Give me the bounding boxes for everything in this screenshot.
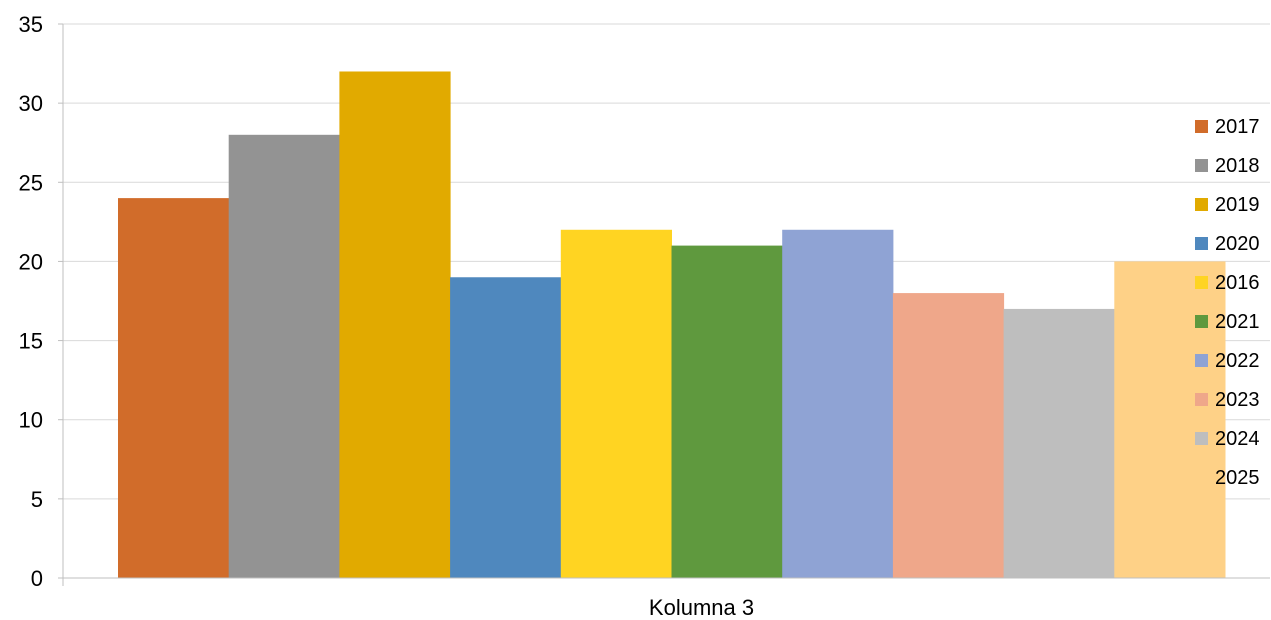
legend-swatch-2019	[1195, 198, 1208, 211]
y-tick-label: 0	[31, 566, 43, 591]
legend-swatch-2018	[1195, 159, 1208, 172]
y-tick-label: 25	[19, 170, 43, 195]
legend-swatch-2020	[1195, 237, 1208, 250]
legend-swatch-2023	[1195, 393, 1208, 406]
legend-swatch-2022	[1195, 354, 1208, 367]
legend-swatch-2021	[1195, 315, 1208, 328]
bar-2019	[339, 71, 451, 578]
y-tick-label: 10	[19, 408, 43, 433]
legend-label-2018: 2018	[1215, 155, 1260, 177]
legend-label-2025: 2025	[1215, 467, 1260, 489]
legend-label-2023: 2023	[1215, 389, 1260, 411]
bar-2021	[671, 245, 783, 578]
y-axis-ticks: 0 5 10 15 20 25 30 35	[19, 12, 63, 591]
x-axis: Kolumna 3	[62, 24, 1270, 620]
bar-2025	[1114, 261, 1226, 578]
legend-label-2017: 2017	[1215, 116, 1260, 138]
y-tick-label: 20	[19, 249, 43, 274]
legend-label-2021: 2021	[1215, 311, 1260, 333]
y-tick-label: 15	[19, 329, 43, 354]
legend-swatch-2017	[1195, 120, 1208, 133]
bar-2020	[450, 277, 562, 578]
legend-label-2016: 2016	[1215, 272, 1260, 294]
legend-label-2022: 2022	[1215, 350, 1260, 372]
bar-2022	[782, 229, 894, 578]
bar-2016	[560, 229, 672, 578]
legend: 2017 2018 2019 2020 2016 2021 2022 2023 2024 2025	[1195, 116, 1260, 489]
legend-swatch-2024	[1195, 432, 1208, 445]
y-tick-label: 35	[19, 12, 43, 37]
bar-2017	[118, 198, 230, 578]
legend-swatch-2016	[1195, 276, 1208, 289]
legend-label-2024: 2024	[1215, 428, 1260, 450]
bar-2018	[228, 134, 340, 579]
y-tick-label: 30	[19, 91, 43, 116]
legend-swatch-2025	[1195, 471, 1208, 484]
bars	[118, 71, 1226, 579]
x-category-label: Kolumna 3	[649, 595, 754, 620]
y-tick-label: 5	[31, 487, 43, 512]
bar-2024	[1003, 308, 1115, 578]
legend-label-2020: 2020	[1215, 233, 1260, 255]
bar-2023	[892, 293, 1005, 578]
legend-label-2019: 2019	[1215, 194, 1260, 216]
